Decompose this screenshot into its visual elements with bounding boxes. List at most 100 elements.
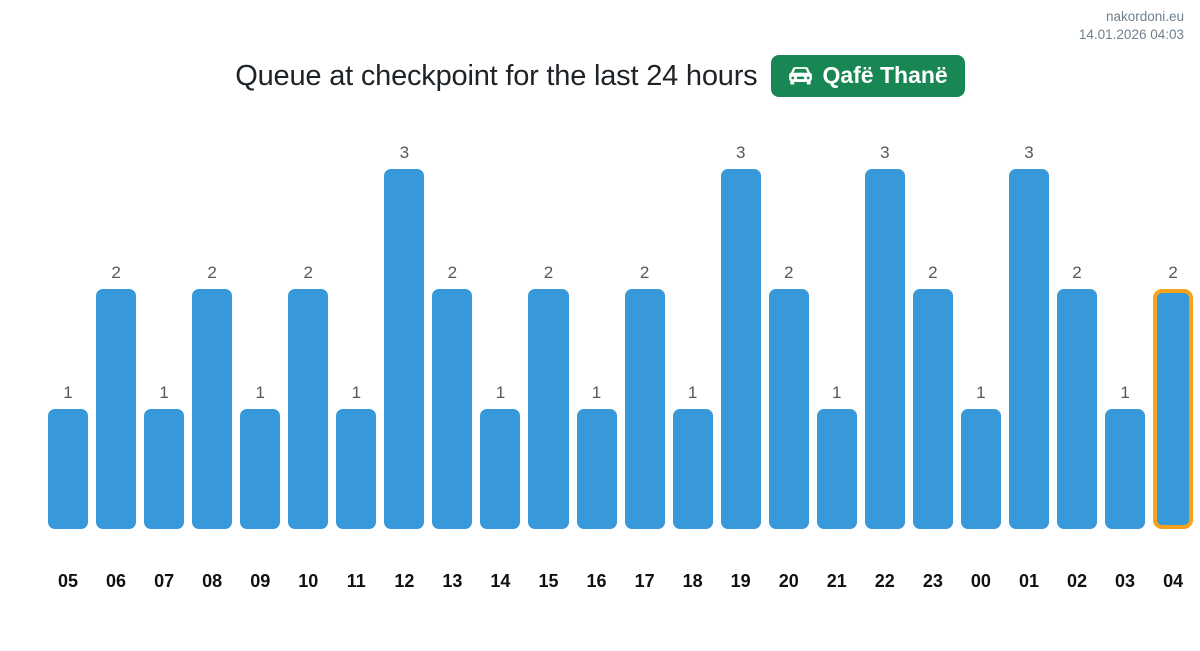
x-tick-01: 01 [1018, 571, 1039, 591]
bar-19[interactable] [720, 169, 761, 529]
bar-value-label: 2 [783, 263, 794, 282]
bar-14[interactable] [480, 409, 521, 529]
x-axis-labels: 05 06 07 08 09 10 11 12 13 14 15 16 17 18 19 20 21 22 23 00… [0, 571, 1200, 592]
bar-01[interactable] [1008, 169, 1049, 529]
bar-value-label: 2 [111, 263, 121, 282]
x-tick-23: 23 [922, 571, 943, 591]
bar-11[interactable] [336, 409, 377, 529]
bar-column-21: 1 [816, 144, 857, 529]
bar-00[interactable] [960, 409, 1001, 529]
bar-15[interactable] [528, 289, 569, 529]
bar-value-label: 3 [1024, 143, 1034, 162]
bar-column-10: 2 [288, 144, 329, 529]
bar-21[interactable] [816, 409, 857, 529]
bar-03[interactable] [1105, 409, 1146, 529]
x-tick-06: 06 [106, 571, 127, 591]
bar-10[interactable] [288, 289, 329, 529]
x-tick-17: 17 [634, 571, 655, 591]
bar-column-05: 1 [48, 144, 89, 529]
bar-column-23: 2 [912, 144, 953, 529]
bar-value-label: 3 [735, 143, 746, 162]
bar-16[interactable] [576, 409, 617, 529]
x-tick-09: 09 [250, 571, 271, 591]
bar-13[interactable] [432, 289, 473, 529]
bar-09[interactable] [240, 409, 281, 529]
bar-value-label: 1 [255, 383, 265, 402]
site-header: nakordoni.eu 14.01.2026 04:03 [1079, 8, 1184, 44]
x-tick-07: 07 [154, 571, 175, 591]
bar-column-13: 2 [432, 144, 473, 529]
x-tick-14: 14 [490, 571, 511, 591]
bar-column-19: 3 [720, 143, 761, 529]
bar-column-04: 2 [1153, 144, 1194, 529]
bar-18[interactable] [672, 409, 713, 529]
bar-value-label: 1 [1120, 383, 1130, 402]
bar-value-label: 1 [351, 383, 362, 402]
bar-value-label: 1 [832, 383, 842, 402]
x-tick-12: 12 [394, 571, 415, 591]
bar-column-01: 3 [1008, 143, 1049, 529]
bar-value-label: 1 [63, 383, 73, 402]
x-tick-03: 03 [1115, 571, 1136, 591]
bar-04-highlighted[interactable] [1153, 289, 1194, 529]
bar-column-15: 2 [528, 144, 569, 529]
bar-group: 1 2 1 2 1 2 1 3 2 1 2 1 2 1 3 2 1 3 2 1 3 2 1 2 [0, 144, 1200, 529]
bar-value-label: 2 [928, 263, 938, 282]
x-tick-05: 05 [58, 571, 79, 591]
bar-column-00: 1 [960, 144, 1001, 529]
x-tick-08: 08 [202, 571, 223, 591]
bar-value-label: 2 [543, 263, 554, 282]
x-tick-11: 11 [346, 571, 366, 591]
x-tick-16: 16 [586, 571, 607, 591]
bar-column-14: 1 [480, 144, 521, 529]
bar-value-label: 2 [303, 263, 313, 282]
bar-07[interactable] [144, 409, 185, 529]
x-tick-18: 18 [682, 571, 703, 591]
x-tick-19: 19 [730, 571, 751, 591]
bar-05[interactable] [48, 409, 89, 529]
bar-08[interactable] [192, 289, 233, 529]
bar-02[interactable] [1056, 289, 1098, 529]
x-tick-10: 10 [298, 571, 319, 591]
bar-value-label: 2 [207, 263, 217, 282]
checkpoint-name: Qafë Thanë [822, 62, 948, 89]
bar-value-label: 2 [639, 263, 650, 282]
page-title: Queue at checkpoint for the last 24 hour… [235, 59, 758, 92]
bar-column-17: 2 [624, 144, 665, 529]
bar-column-09: 1 [240, 144, 281, 529]
bar-column-07: 1 [144, 144, 185, 529]
bar-column-08: 2 [192, 144, 233, 529]
bar-value-label: 1 [976, 383, 986, 402]
bar-value-label: 1 [159, 383, 169, 402]
bar-value-label: 2 [1168, 263, 1178, 282]
bar-column-18: 1 [672, 144, 713, 529]
car-front-icon [788, 64, 813, 89]
bar-value-label: 1 [591, 383, 602, 402]
bar-22[interactable] [864, 169, 905, 529]
x-tick-22: 22 [874, 571, 895, 591]
checkpoint-badge[interactable]: Qafë Thanë [771, 55, 965, 97]
bar-column-16: 1 [576, 144, 617, 529]
site-name[interactable]: nakordoni.eu [1105, 9, 1184, 24]
bar-column-03: 1 [1105, 144, 1146, 529]
bar-column-02: 2 [1056, 144, 1098, 529]
x-tick-15: 15 [538, 571, 559, 591]
x-tick-02: 02 [1066, 571, 1088, 591]
bar-value-label: 3 [880, 143, 890, 162]
bar-12[interactable] [384, 169, 425, 529]
bar-column-22: 3 [864, 143, 905, 529]
bar-17[interactable] [624, 289, 665, 529]
bar-column-11: 1 [336, 144, 377, 529]
title-row: Queue at checkpoint for the last 24 hour… [0, 54, 1200, 98]
bar-column-06: 2 [96, 144, 137, 529]
x-tick-13: 13 [442, 571, 463, 591]
x-tick-21: 21 [826, 571, 847, 591]
bar-20[interactable] [768, 289, 809, 529]
x-tick-00: 00 [970, 571, 991, 591]
bar-23[interactable] [912, 289, 953, 529]
x-tick-04: 04 [1163, 571, 1184, 591]
bar-value-label: 2 [1072, 263, 1082, 282]
bar-06[interactable] [96, 289, 137, 529]
timestamp: 14.01.2026 04:03 [1078, 27, 1184, 42]
bar-value-label: 1 [687, 383, 698, 402]
